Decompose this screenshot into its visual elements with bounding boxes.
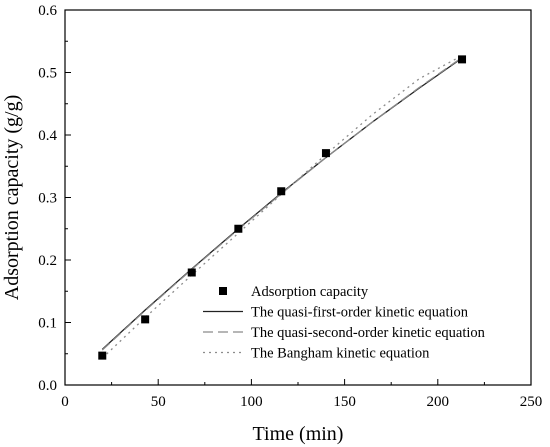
x-tick-label: 0 [61, 394, 69, 410]
data-point [98, 351, 107, 360]
data-point [277, 187, 286, 196]
x-tick-label: 50 [151, 394, 166, 410]
data-point [141, 315, 150, 324]
legend-marker [219, 287, 227, 295]
x-tick-label: 100 [240, 394, 263, 410]
y-axis-title: Adsorption capacity (g/g) [1, 95, 23, 301]
legend-label: Adsorption capacity [251, 284, 369, 300]
x-tick-label: 250 [520, 394, 543, 410]
y-tick-label: 0.5 [38, 66, 57, 82]
series-line-3 [101, 56, 463, 351]
y-tick-label: 0.3 [38, 191, 57, 207]
legend-label: The quasi-second-order kinetic equation [251, 325, 486, 341]
legend-label: The Bangham kinetic equation [251, 346, 430, 362]
y-tick-label: 0.0 [38, 378, 57, 394]
x-tick-label: 200 [427, 394, 450, 410]
ticks-layer: 0 50 100 150 200 250 0.0 0.1 0.2 0.3 0.4 0.5 0.6 [38, 3, 542, 410]
data-point [321, 149, 330, 158]
series-line-4 [101, 55, 463, 359]
data-point [234, 224, 243, 233]
x-axis-title: Time (min) [253, 423, 344, 445]
legend-label: The quasi-first-order kinetic equation [251, 305, 469, 321]
y-tick-label: 0.2 [38, 253, 57, 269]
series-layer [98, 55, 467, 360]
y-tick-label: 0.6 [38, 3, 57, 19]
y-tick-label: 0.1 [38, 316, 57, 332]
legend: Adsorption capacity The quasi-first-order… [203, 284, 486, 362]
x-tick-label: 150 [333, 394, 356, 410]
y-tick-label: 0.4 [38, 128, 57, 144]
data-point [187, 268, 196, 277]
data-point [458, 55, 467, 64]
